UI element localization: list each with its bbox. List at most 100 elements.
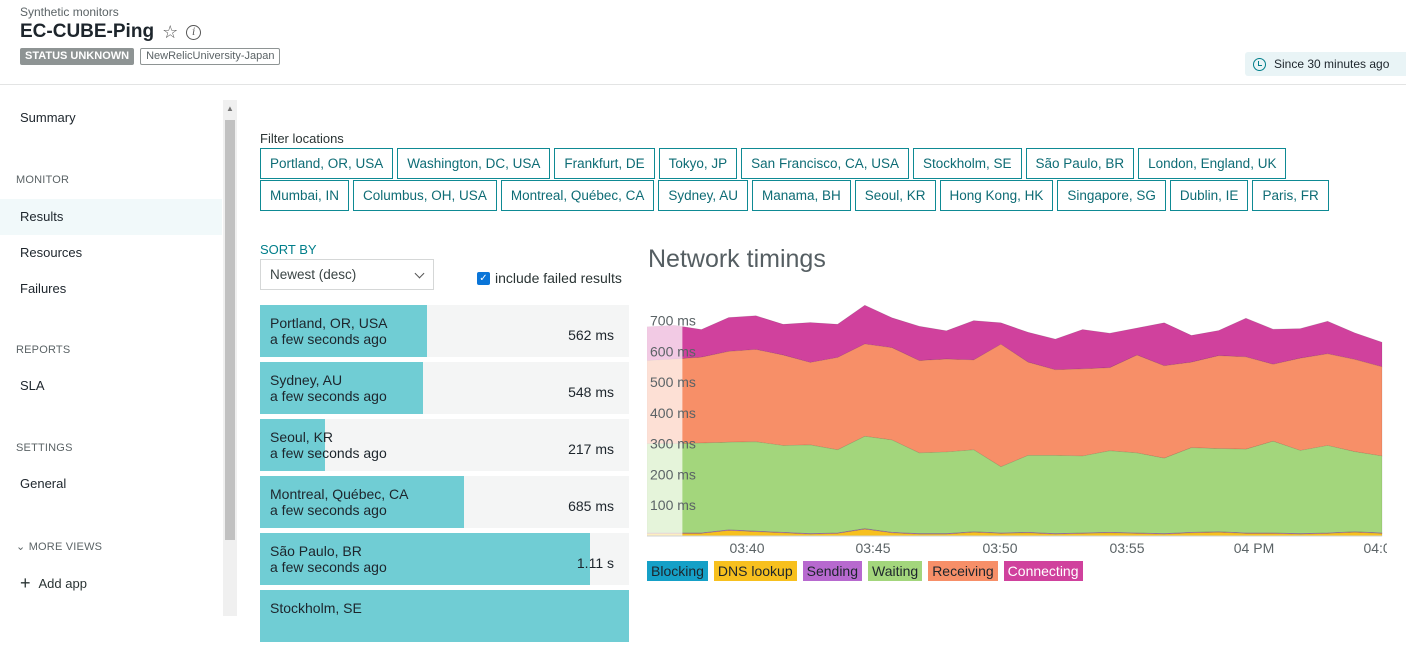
x-tick-label: 04 PM	[1234, 540, 1274, 556]
chart-title: Network timings	[648, 245, 826, 273]
location-filter-button[interactable]: Sydney, AU	[658, 180, 748, 211]
section-more-views[interactable]: ⌄ MORE VIEWS	[16, 540, 102, 553]
location-filter-button[interactable]: Paris, FR	[1252, 180, 1329, 211]
include-failed-checkbox[interactable]: ✓ include failed results	[477, 270, 622, 286]
clock-icon	[1253, 57, 1266, 71]
result-duration: 685 ms	[568, 498, 614, 514]
sort-by-label: SORT BY	[260, 242, 317, 257]
location-filter-button[interactable]: Washington, DC, USA	[397, 148, 551, 179]
y-tick-label: 300 ms	[650, 436, 696, 452]
add-app-label: Add app	[38, 575, 87, 591]
location-filter-button[interactable]: Dublin, IE	[1169, 180, 1249, 211]
legend-item-waiting[interactable]: Waiting	[868, 561, 923, 581]
result-time: a few seconds ago	[270, 388, 387, 404]
chevron-down-icon: ⌄	[16, 541, 29, 553]
location-filter-button[interactable]: Singapore, SG	[1057, 180, 1166, 211]
section-settings: SETTINGS	[16, 442, 73, 454]
result-row[interactable]: Montreal, Québec, CA a few seconds ago 685…	[260, 476, 629, 528]
star-icon[interactable]: ☆	[162, 22, 179, 42]
result-location: Portland, OR, USA	[270, 315, 388, 331]
result-location: Seoul, KR	[270, 429, 334, 445]
sidebar-item-failures[interactable]: Failures	[20, 281, 67, 296]
legend-item-connecting[interactable]: Connecting	[1003, 561, 1083, 581]
checkbox-checked-icon[interactable]: ✓	[477, 271, 490, 285]
title-row: EC-CUBE-Ping ☆ i	[20, 21, 202, 43]
sidebar-scrollbar[interactable]: ▲	[223, 100, 237, 616]
duration-bar	[260, 419, 325, 471]
location-filter-button[interactable]: Portland, OR, USA	[260, 148, 394, 179]
results-list: Portland, OR, USA a few seconds ago 562 ms…	[260, 305, 629, 647]
scrollbar-thumb[interactable]	[225, 120, 235, 540]
result-duration: 217 ms	[568, 441, 614, 457]
result-duration: 562 ms	[568, 327, 614, 343]
faded-region	[647, 296, 683, 536]
sidebar-item-resources[interactable]: Resources	[20, 245, 83, 260]
location-filter-button[interactable]: Seoul, KR	[854, 180, 936, 211]
result-row[interactable]: Seoul, KR a few seconds ago 217 ms	[260, 419, 629, 471]
result-duration: 548 ms	[568, 384, 614, 400]
result-location: Sydney, AU	[270, 372, 343, 388]
result-time: a few seconds ago	[270, 445, 387, 461]
location-filter-button[interactable]: Montreal, Québec, CA	[500, 180, 655, 211]
page-title: EC-CUBE-Ping	[20, 21, 155, 42]
section-monitor: MONITOR	[16, 174, 70, 186]
location-filter-button[interactable]: São Paulo, BR	[1025, 148, 1135, 179]
x-tick-label: 03:50	[982, 540, 1017, 556]
legend-item-dns-lookup[interactable]: DNS lookup	[713, 561, 797, 581]
location-filter-list: Portland, OR, USA Washington, DC, USA Fran…	[260, 148, 1370, 211]
sidebar-item-results[interactable]: Results	[0, 199, 222, 235]
location-filter-button[interactable]: Columbus, OH, USA	[353, 180, 497, 211]
y-tick-label: 200 ms	[650, 466, 696, 482]
y-tick-label: 400 ms	[650, 405, 696, 421]
legend-item-blocking[interactable]: Blocking	[647, 561, 708, 581]
badges: STATUS UNKNOWN NewRelicUniversity-Japan	[20, 48, 281, 65]
result-duration: 1.11 s	[576, 555, 614, 571]
sidebar-item-general[interactable]: General	[20, 476, 67, 491]
location-filter-button[interactable]: London, England, UK	[1138, 148, 1287, 179]
account-tag[interactable]: NewRelicUniversity-Japan	[140, 48, 281, 65]
breadcrumb[interactable]: Synthetic monitors	[20, 5, 119, 19]
sidebar-item-sla[interactable]: SLA	[20, 378, 45, 393]
location-filter-button[interactable]: San Francisco, CA, USA	[741, 148, 909, 179]
result-row[interactable]: Portland, OR, USA a few seconds ago 562 ms	[260, 305, 629, 357]
duration-bar	[260, 362, 423, 414]
page-header: Synthetic monitors EC-CUBE-Ping ☆ i STAT…	[0, 0, 1406, 85]
legend-item-sending[interactable]: Sending	[802, 561, 863, 581]
duration-bar	[260, 590, 629, 642]
more-views-label: MORE VIEWS	[28, 541, 103, 553]
sidebar-item-summary[interactable]: Summary	[20, 110, 76, 125]
result-time: a few seconds ago	[270, 559, 387, 575]
x-tick-label: 04:05	[1363, 540, 1387, 556]
duration-bar	[260, 476, 465, 528]
sort-select[interactable]: Newest (desc)	[260, 259, 434, 290]
add-app-button[interactable]: + Add app	[20, 574, 87, 592]
result-time: a few seconds ago	[270, 502, 387, 518]
result-row[interactable]: Stockholm, SE	[260, 590, 629, 642]
info-icon[interactable]: i	[186, 24, 202, 40]
x-tick-label: 03:40	[729, 540, 764, 556]
location-filter-button[interactable]: Manama, BH	[751, 180, 851, 211]
sort-selected-value: Newest (desc)	[270, 267, 357, 282]
x-tick-label: 03:45	[855, 540, 890, 556]
result-location: Stockholm, SE	[270, 600, 362, 616]
plus-icon: +	[20, 573, 31, 593]
result-row[interactable]: Sydney, AU a few seconds ago 548 ms	[260, 362, 629, 414]
location-filter-button[interactable]: Hong Kong, HK	[939, 180, 1054, 211]
section-reports: REPORTS	[16, 344, 71, 356]
location-filter-button[interactable]: Tokyo, JP	[658, 148, 738, 179]
location-filter-button[interactable]: Frankfurt, DE	[554, 148, 655, 179]
status-badge: STATUS UNKNOWN	[20, 48, 135, 65]
legend-item-receiving[interactable]: Receiving	[928, 561, 998, 581]
y-tick-label: 500 ms	[650, 374, 696, 390]
y-tick-label: 600 ms	[650, 343, 696, 359]
time-picker[interactable]: Since 30 minutes ago	[1245, 52, 1406, 76]
result-time: a few seconds ago	[270, 331, 387, 347]
include-failed-label: include failed results	[495, 270, 622, 286]
result-row[interactable]: São Paulo, BR a few seconds ago 1.11 s	[260, 533, 629, 585]
y-tick-label: 700 ms	[650, 313, 696, 329]
location-filter-button[interactable]: Stockholm, SE	[912, 148, 1022, 179]
result-location: Montreal, Québec, CA	[270, 486, 409, 502]
scroll-up-arrow-icon[interactable]: ▲	[226, 103, 234, 113]
location-filter-button[interactable]: Mumbai, IN	[260, 180, 350, 211]
y-tick-label: 100 ms	[650, 497, 696, 513]
